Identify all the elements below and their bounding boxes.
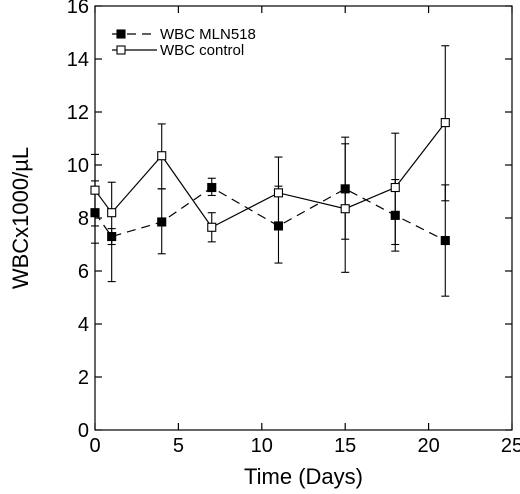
y-tick-label: 0 [78,420,89,442]
data-point [273,188,284,198]
x-tick-label: 5 [173,435,184,457]
y-tick-label: 10 [67,155,89,177]
y-axis-label: WBCx1000/µL [8,147,33,289]
series-control [90,45,450,283]
data-point [157,151,167,161]
y-tick-label: 14 [67,49,89,71]
data-point [207,182,217,193]
data-point [90,185,100,195]
data-point [340,204,350,214]
legend-label: WBC control [160,42,244,59]
legend-label: WBC MLN518 [160,26,256,43]
x-tick-label: 10 [251,435,273,457]
data-point [440,235,450,246]
x-tick-label: 0 [89,435,100,457]
y-tick-label: 12 [67,102,89,124]
x-tick-label: 20 [417,435,439,457]
data-point [390,182,400,193]
series-layer [90,45,450,297]
data-point [107,208,117,218]
data-point [207,222,217,232]
series-line [94,122,446,229]
data-point [157,217,167,227]
legend-marker [116,45,126,55]
y-tick-label: 2 [78,367,89,389]
y-tick-label: 6 [78,261,89,283]
legend-marker [116,29,126,39]
y-tick-label: 8 [78,208,89,230]
axis-ticks: 0 5 10 15 20 25 0 2 4 6 8 10 12 14 16 [67,0,520,457]
x-axis-label: Time (Days) [244,464,363,489]
x-tick-label: 25 [501,435,520,457]
y-tick-label: 4 [78,314,89,336]
series-line [94,186,446,242]
x-tick-label: 15 [334,435,356,457]
y-tick-label: 16 [67,0,89,18]
data-point [440,118,450,128]
